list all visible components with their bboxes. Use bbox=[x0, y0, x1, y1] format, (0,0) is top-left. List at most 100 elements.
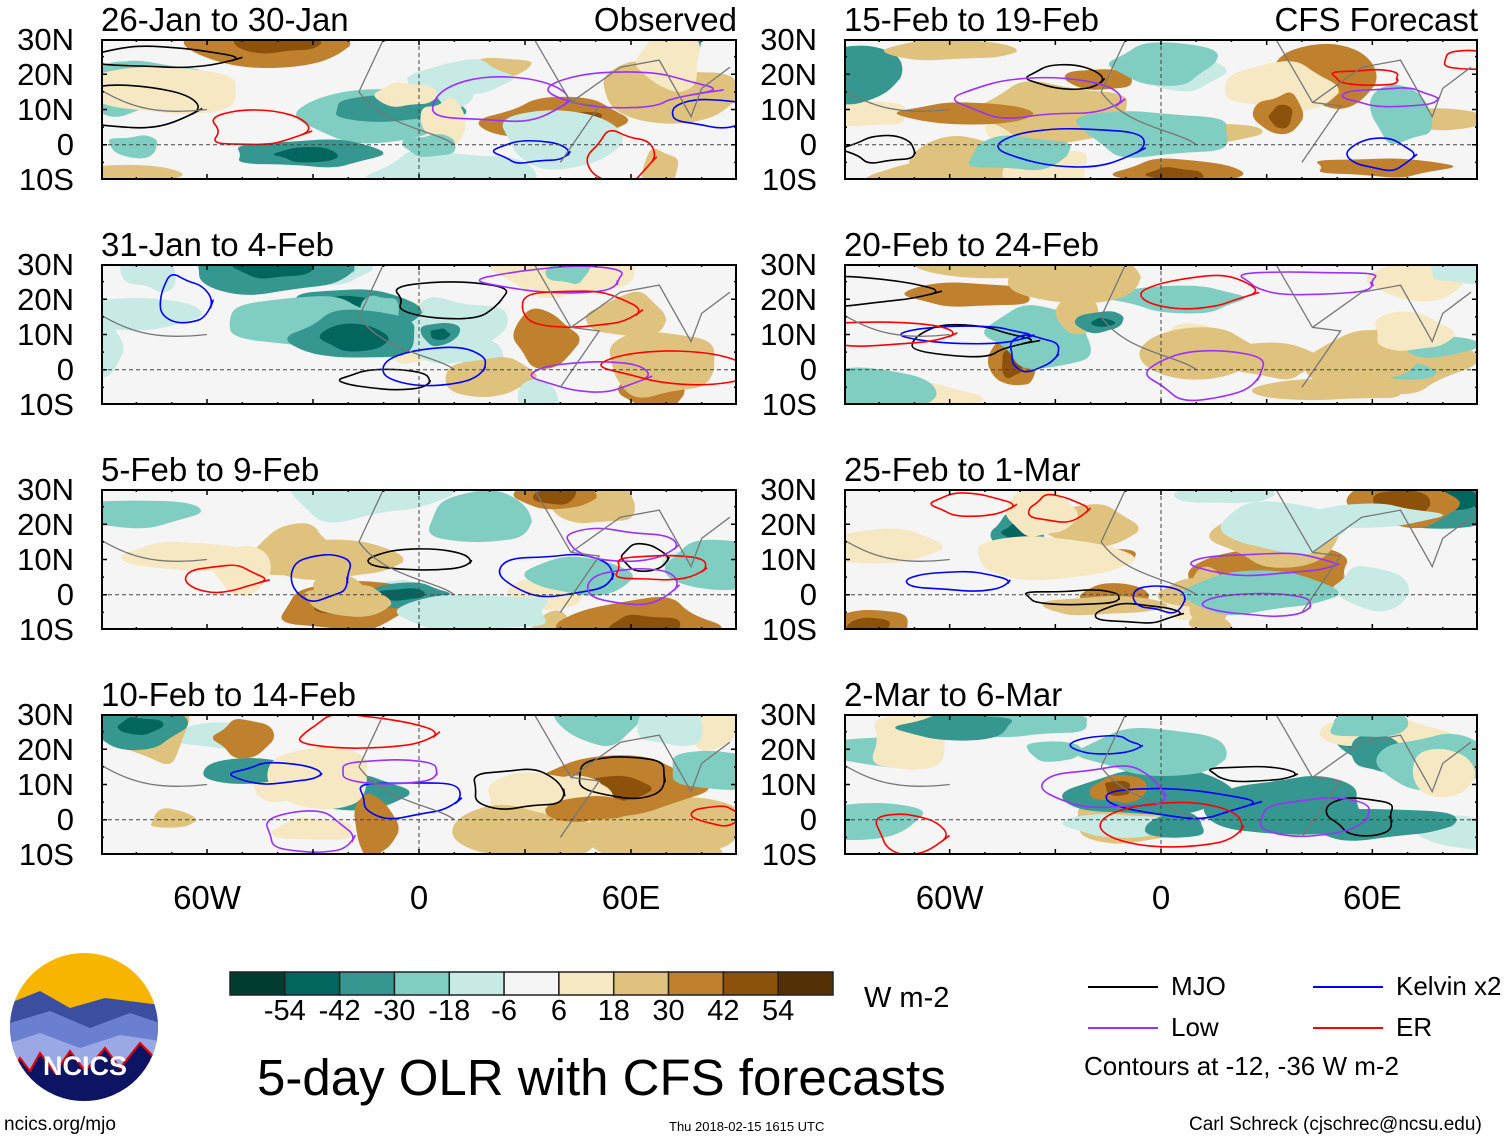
lat-tick-label: 0 bbox=[56, 802, 74, 837]
colorbar-swatch bbox=[777, 971, 834, 996]
wet-anomaly-shading bbox=[1369, 84, 1434, 145]
coastline bbox=[101, 714, 731, 838]
panel-frame bbox=[844, 39, 1478, 180]
mjo-contour bbox=[1208, 765, 1299, 783]
panel-title: 2-Mar to 6-Mar bbox=[844, 676, 1063, 713]
kelvin-x2-contour bbox=[671, 98, 737, 129]
mjo-contour bbox=[367, 548, 473, 571]
contour-note: Contours at -12, -36 W m-2 bbox=[1084, 1051, 1399, 1081]
lat-tick-label: 10S bbox=[761, 612, 817, 647]
low-contour bbox=[1041, 765, 1168, 809]
dry-anomaly-shading bbox=[844, 528, 948, 564]
lat-tick-label: 30N bbox=[760, 697, 817, 732]
dry-anomaly-shading bbox=[585, 291, 667, 337]
lat-tick-label: 20N bbox=[17, 57, 74, 92]
lat-tick-label: 0 bbox=[799, 802, 817, 837]
dry-anomaly-shading bbox=[272, 539, 409, 580]
lat-tick-label: 10S bbox=[18, 837, 74, 872]
kelvin-x2-contour bbox=[492, 139, 572, 164]
strong-anomaly-shading bbox=[532, 489, 577, 505]
olr-map-panel bbox=[844, 39, 1478, 180]
strong-anomaly-shading bbox=[376, 588, 426, 601]
panel-title: 15-Feb to 19-Feb bbox=[844, 1, 1099, 38]
lat-tick-label: 20N bbox=[17, 732, 74, 767]
logo-text: NCICS bbox=[43, 1051, 127, 1081]
dry-anomaly-shading bbox=[1006, 489, 1082, 537]
kelvin-x2-contour bbox=[1069, 734, 1144, 755]
low-contour bbox=[478, 265, 623, 294]
low-contour bbox=[1240, 271, 1377, 296]
colorbar: -54 -42 -30 -18 -6 6 18 30 42 54 bbox=[229, 971, 834, 1027]
wet-anomaly-shading bbox=[1220, 501, 1351, 555]
mjo-contour bbox=[1025, 63, 1106, 91]
strong-anomaly-shading bbox=[233, 39, 323, 54]
wet-anomaly-shading bbox=[1076, 111, 1231, 158]
colorbar-tick-label: -18 bbox=[428, 995, 471, 1027]
colorbar-tick-label: 18 bbox=[597, 995, 630, 1027]
figure-title: 5-day OLR with CFS forecasts bbox=[257, 1049, 946, 1106]
er-contour bbox=[184, 564, 270, 594]
lat-tick-label: 10N bbox=[760, 92, 817, 127]
lat-tick-label: 30N bbox=[760, 22, 817, 57]
strong-anomaly-shading bbox=[273, 146, 339, 163]
lat-tick-label: 10N bbox=[17, 92, 74, 127]
kelvin-x2-contour bbox=[290, 553, 352, 602]
lat-tick-label: 30N bbox=[760, 247, 817, 282]
panel-frame bbox=[101, 714, 737, 855]
dry-anomaly-shading bbox=[513, 308, 584, 369]
er-contour bbox=[690, 805, 737, 827]
dry-anomaly-shading bbox=[545, 796, 634, 822]
olr-map-panel bbox=[101, 39, 737, 180]
low-contour bbox=[530, 360, 653, 393]
legend-line-kelvin-x2 bbox=[1313, 986, 1383, 988]
lat-tick-label: 10S bbox=[18, 612, 74, 647]
footer-author: Carl Schreck (cjschrec@ncsu.edu) bbox=[1189, 1114, 1482, 1135]
wet-anomaly-shading bbox=[203, 758, 288, 784]
strong-anomaly-shading bbox=[845, 617, 890, 630]
colorbar-tick-label: 42 bbox=[707, 995, 740, 1027]
strong-anomaly-shading bbox=[117, 717, 166, 735]
ncics-logo: NCICS bbox=[10, 953, 158, 1101]
strong-anomaly-shading bbox=[1091, 317, 1117, 327]
er-contour bbox=[1140, 274, 1260, 310]
dry-anomaly-shading bbox=[864, 157, 1021, 180]
colorbar-tick-label: -30 bbox=[373, 995, 416, 1027]
dry-anomaly-shading bbox=[1064, 69, 1133, 90]
strong-anomaly-shading bbox=[1145, 167, 1204, 180]
lat-tick-label: 20N bbox=[760, 507, 817, 542]
dry-anomaly-shading bbox=[555, 597, 732, 630]
er-contour bbox=[298, 714, 441, 749]
dry-anomaly-shading bbox=[1317, 158, 1463, 178]
legend-label: MJO bbox=[1171, 971, 1226, 1001]
strong-anomaly-shading bbox=[232, 264, 316, 279]
kelvin-x2-contour bbox=[159, 274, 215, 324]
olr-map-panel bbox=[844, 714, 1478, 855]
dry-anomaly-shading bbox=[374, 82, 439, 107]
wet-anomaly-shading bbox=[101, 326, 125, 379]
footer-url[interactable]: ncics.org/mjo bbox=[4, 1114, 116, 1135]
dry-anomaly-shading bbox=[271, 817, 354, 840]
dry-anomaly-shading bbox=[896, 102, 1036, 125]
dry-anomaly-shading bbox=[267, 747, 368, 810]
wet-anomaly-shading bbox=[1431, 264, 1478, 285]
lat-tick-label: 10S bbox=[761, 387, 817, 422]
mjo-contour bbox=[101, 84, 203, 129]
coastline bbox=[101, 39, 731, 163]
colorbar-tick-label: 6 bbox=[550, 995, 567, 1027]
wet-anomaly-shading bbox=[1076, 727, 1230, 777]
er-contour bbox=[600, 350, 737, 386]
wet-anomaly-shading bbox=[396, 594, 549, 630]
dry-anomaly-shading bbox=[635, 39, 700, 92]
colorbar-tick-label: -6 bbox=[491, 995, 517, 1027]
er-contour bbox=[844, 321, 958, 347]
colorbar-tick-label: -54 bbox=[263, 995, 306, 1027]
colorbar-tick-label: 30 bbox=[652, 995, 685, 1027]
kelvin-x2-contour bbox=[1105, 787, 1263, 820]
lon-tick-label: 60E bbox=[1342, 879, 1402, 916]
dry-anomaly-shading bbox=[1375, 311, 1459, 351]
column-header: Observed bbox=[593, 1, 737, 38]
wet-anomaly-shading bbox=[101, 500, 207, 529]
colorbar-swatch bbox=[448, 971, 505, 996]
legend-label: Low bbox=[1171, 1012, 1219, 1042]
colorbar-tick-label: -42 bbox=[318, 995, 361, 1027]
